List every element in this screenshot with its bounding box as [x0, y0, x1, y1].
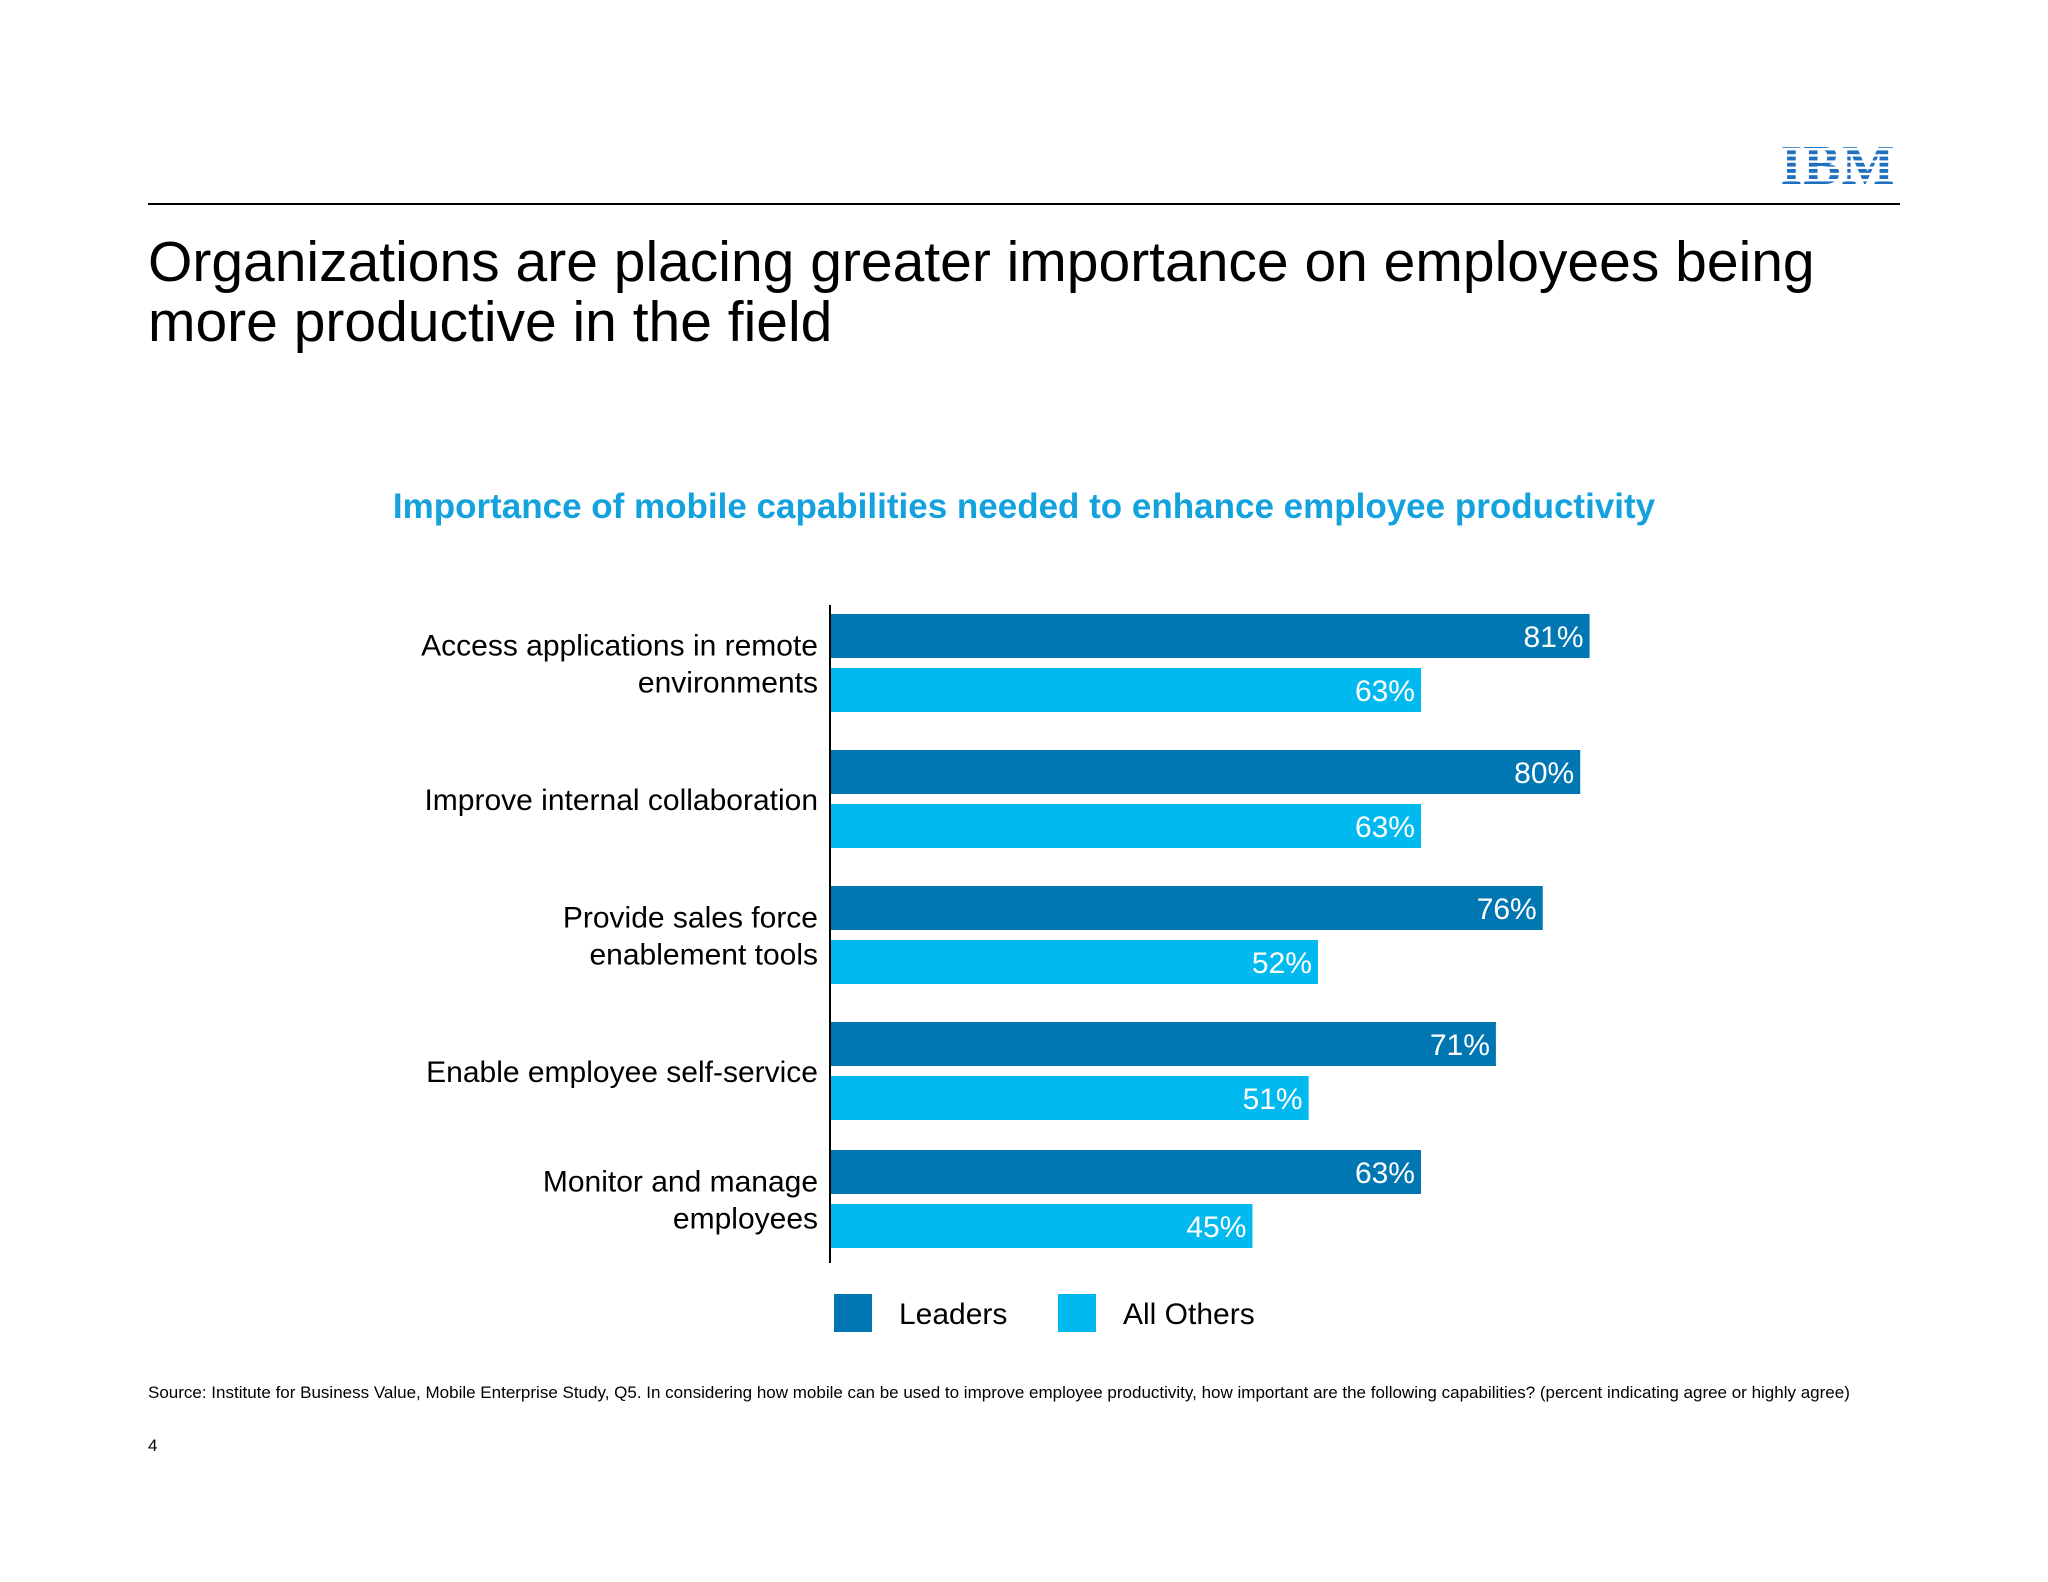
header-rule [148, 203, 1900, 205]
bar-leaders [831, 1022, 1496, 1066]
chart-title: Importance of mobile capabilities needed… [392, 487, 1656, 526]
data-label: 51% [1243, 1083, 1303, 1116]
category-label: Monitor and manage [543, 1166, 818, 1199]
data-label: 71% [1430, 1029, 1490, 1062]
svg-text:IBM: IBM [1781, 138, 1896, 188]
data-label: 81% [1524, 621, 1584, 654]
source-note: Source: Institute for Business Value, Mo… [148, 1383, 1850, 1402]
bar-all-others [831, 804, 1421, 848]
data-label: 52% [1252, 947, 1312, 980]
category-label: Improve internal collaboration [424, 784, 818, 817]
data-label: 76% [1477, 893, 1537, 926]
category-label: employees [673, 1203, 818, 1236]
bar-all-others [831, 1204, 1253, 1248]
data-label: 63% [1355, 1157, 1415, 1190]
category-label: Provide sales force [563, 902, 818, 935]
category-label: Access applications in remote [421, 630, 818, 663]
legend-label: All Others [1123, 1298, 1255, 1331]
bar-chart: 81% 63% Access applications in remote envir… [421, 605, 1590, 1332]
bar-all-others [831, 1076, 1309, 1120]
legend-label: Leaders [899, 1298, 1007, 1331]
bar-leaders [831, 1150, 1421, 1194]
bar-all-others [831, 940, 1318, 984]
data-label: 63% [1355, 811, 1415, 844]
category-label: enablement tools [590, 939, 819, 972]
data-label: 45% [1186, 1211, 1246, 1244]
slide-title: Organizations are placing greater import… [148, 230, 1815, 354]
legend-swatch [834, 1294, 872, 1332]
data-label: 80% [1514, 757, 1574, 790]
bar-leaders [831, 614, 1590, 658]
category-label: Enable employee self-service [426, 1056, 818, 1089]
page-number: 4 [148, 1436, 158, 1455]
category-label: environments [638, 667, 818, 700]
data-label: 63% [1355, 675, 1415, 708]
ibm-logo: IBM [1781, 138, 1896, 188]
bar-all-others [831, 668, 1421, 712]
legend-swatch [1058, 1294, 1096, 1332]
bar-leaders [831, 886, 1543, 930]
bar-leaders [831, 750, 1581, 794]
